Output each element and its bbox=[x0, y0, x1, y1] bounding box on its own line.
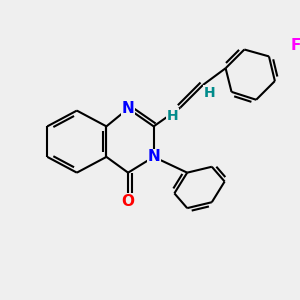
Text: N: N bbox=[122, 101, 134, 116]
Text: N: N bbox=[147, 149, 160, 164]
Text: F: F bbox=[290, 38, 300, 53]
Text: O: O bbox=[122, 194, 135, 209]
Text: H: H bbox=[204, 86, 216, 100]
Text: H: H bbox=[167, 109, 178, 122]
